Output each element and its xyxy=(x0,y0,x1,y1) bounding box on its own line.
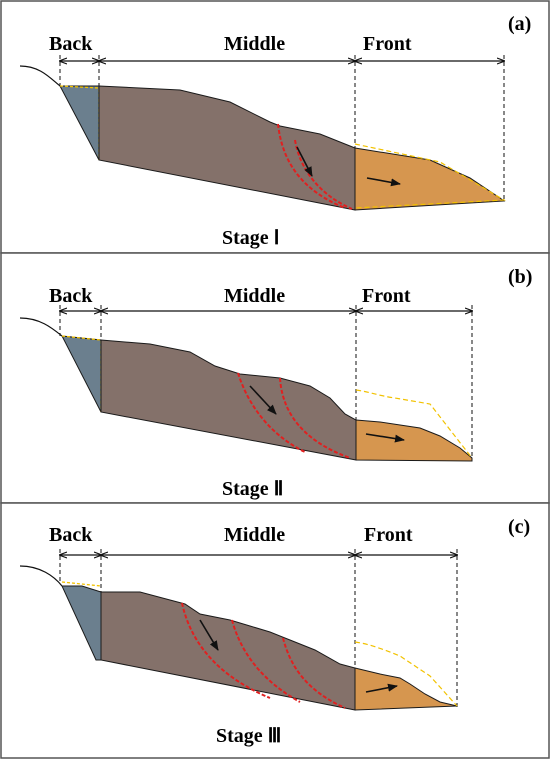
movement-arrow xyxy=(365,433,405,443)
movement-arrow xyxy=(366,177,401,187)
panel-b-label: (b) xyxy=(508,266,532,288)
front-deposit xyxy=(355,419,473,462)
panel-b: (b) Back Middle Front Stage Ⅱ xyxy=(0,252,550,504)
zone-label-middle: Middle xyxy=(224,33,285,55)
front-deposit xyxy=(354,667,458,711)
movement-arrow xyxy=(365,683,398,693)
movement-arrow xyxy=(296,146,313,177)
failure-surface xyxy=(279,377,351,459)
failure-surface xyxy=(231,619,301,703)
stage-label: Stage Ⅰ xyxy=(222,227,280,249)
stage-label: Stage Ⅲ xyxy=(216,725,281,747)
zone-label-middle: Middle xyxy=(224,285,285,307)
middle-block xyxy=(98,85,356,211)
movement-arrow xyxy=(249,385,277,415)
zone-label-back: Back xyxy=(49,33,93,55)
failure-surface xyxy=(181,602,271,699)
failure-surface xyxy=(237,372,306,453)
stage-label: Stage Ⅱ xyxy=(222,478,284,500)
zone-label-front: Front xyxy=(364,524,413,546)
panel-c-label: (c) xyxy=(508,516,530,538)
zone-label-back: Back xyxy=(49,285,93,307)
zone-label-front: Front xyxy=(362,285,411,307)
slope-crest xyxy=(19,65,61,87)
slope-crest xyxy=(19,317,63,337)
panel-a-label: (a) xyxy=(508,13,531,35)
zone-label-front: Front xyxy=(363,33,412,55)
slope-crest xyxy=(19,565,63,587)
movement-arrow xyxy=(199,619,219,651)
back-original-profile xyxy=(61,581,102,587)
panel-c: (c) Back Middle Front Stage Ⅲ xyxy=(0,502,550,759)
failure-surface xyxy=(277,123,346,209)
failure-surface xyxy=(294,139,353,210)
zone-label-back: Back xyxy=(49,524,93,546)
failure-surface xyxy=(282,637,346,709)
panel-a: (a) Back Middle Front xyxy=(0,0,550,254)
zone-label-middle: Middle xyxy=(224,524,285,546)
front-original-profile xyxy=(354,143,507,209)
front-original-profile xyxy=(355,389,473,459)
